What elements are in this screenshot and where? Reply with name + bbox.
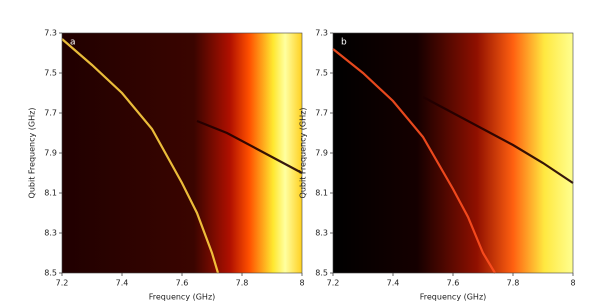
x-tick-label: 7.2 xyxy=(56,279,69,288)
plot-frame xyxy=(61,32,303,274)
panel-label: a xyxy=(70,38,76,48)
y-axis-label: Qubit Frequency (GHz) xyxy=(28,108,37,199)
y-tick-label: 8.5 xyxy=(44,269,57,278)
y-tick-label: 8.3 xyxy=(44,229,57,238)
x-axis-label: Frequency (GHz) xyxy=(149,293,216,302)
heatmap-field xyxy=(333,33,573,273)
y-tick-label: 8.3 xyxy=(315,229,328,238)
x-tick-label: 8 xyxy=(299,279,304,288)
y-tick-label: 8.5 xyxy=(315,269,328,278)
plot-frame xyxy=(332,32,574,274)
resonance-line xyxy=(332,48,496,274)
x-tick-label: 7.6 xyxy=(447,279,460,288)
x-tick-label: 7.4 xyxy=(387,279,400,288)
y-tick-label: 7.7 xyxy=(315,109,328,118)
y-tick-label: 7.7 xyxy=(44,109,57,118)
y-axis-label: Qubit Frequency (GHz) xyxy=(299,108,308,199)
x-tick-label: 7.8 xyxy=(236,279,249,288)
resonance-line xyxy=(422,96,574,184)
x-tick-label: 7.2 xyxy=(327,279,340,288)
resonance-line xyxy=(61,38,220,274)
y-tick-label: 7.9 xyxy=(44,149,57,158)
y-tick-label: 7.9 xyxy=(315,149,328,158)
y-tick-label: 8.1 xyxy=(44,189,57,198)
x-tick-label: 7.6 xyxy=(176,279,189,288)
y-tick-label: 8.1 xyxy=(315,189,328,198)
x-axis-label: Frequency (GHz) xyxy=(420,293,487,302)
panel-label: b xyxy=(341,38,347,48)
y-tick-label: 7.3 xyxy=(315,29,328,38)
x-tick-label: 7.4 xyxy=(116,279,129,288)
y-tick-label: 7.5 xyxy=(315,69,328,78)
x-tick-label: 7.8 xyxy=(507,279,520,288)
x-tick-label: 8 xyxy=(570,279,575,288)
y-tick-label: 7.3 xyxy=(44,29,57,38)
resonance-line xyxy=(196,119,303,174)
y-tick-label: 7.5 xyxy=(44,69,57,78)
